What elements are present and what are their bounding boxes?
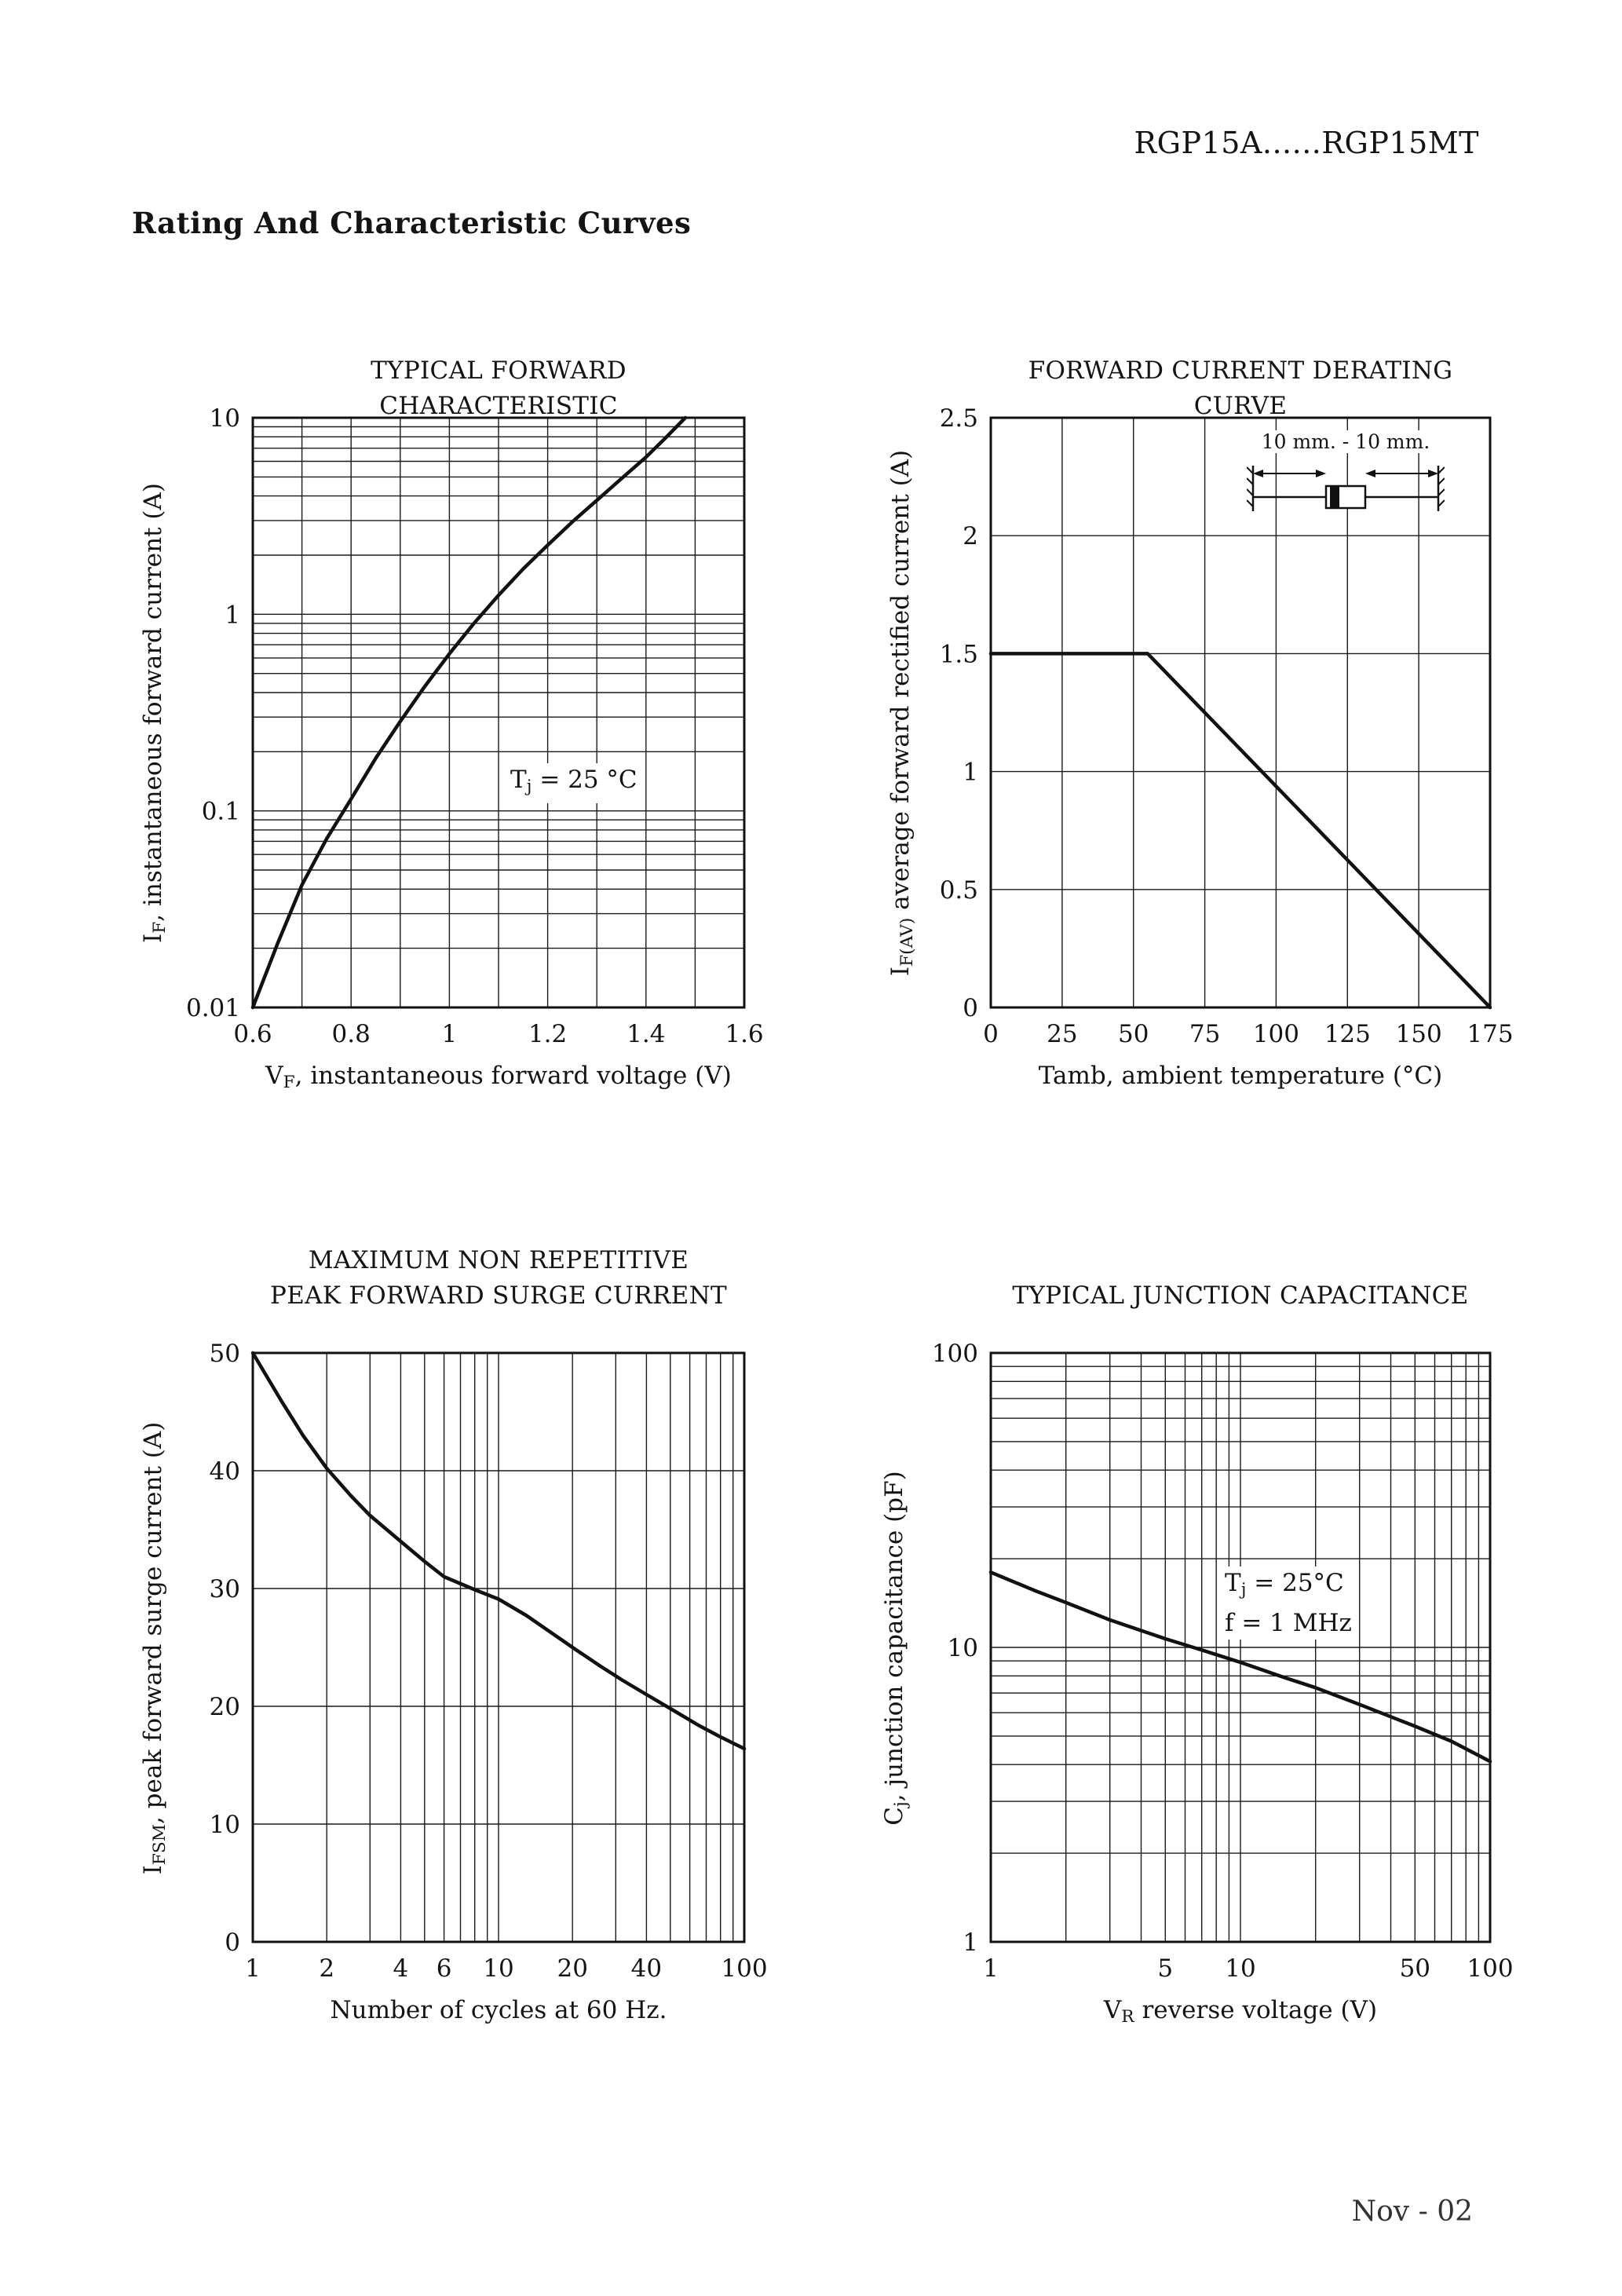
chart1-title: TYPICAL FORWARD CHARACTERISTIC xyxy=(371,356,627,420)
y-tick-label: 1 xyxy=(963,1929,978,1957)
revision-date: Nov - 02 xyxy=(1351,2195,1473,2228)
y-tick-label: 1 xyxy=(963,759,978,787)
chart1-y-axis-label: IF, instantaneous forward current (A) xyxy=(139,483,170,944)
data-curve xyxy=(250,415,688,1010)
chart2-x-axis-label: Tamb, ambient temperature (°C) xyxy=(1038,1062,1443,1090)
forward-characteristic-chart: 0.6 0.8 1 1.2 1.4 1.6 0.01 0.1 1 10 xyxy=(186,404,764,1048)
x-tick-label: 5 xyxy=(1157,1954,1173,1983)
lead-length-label: 10 mm. - 10 mm. xyxy=(1258,430,1434,453)
data-curve xyxy=(250,1351,747,1751)
x-tick-label: 10 xyxy=(483,1954,513,1983)
x-tick-label: 40 xyxy=(631,1954,662,1983)
y-tick-label: 1 xyxy=(225,601,240,629)
x-tick-label: 1.4 xyxy=(627,1020,665,1048)
plot-frame xyxy=(251,1351,746,1943)
junction-capacitance-chart: 1 5 10 50 100 1 10 100 xyxy=(932,1340,1514,1983)
x-tick-label: 0 xyxy=(983,1020,999,1048)
y-tick-label: 1.5 xyxy=(940,640,978,668)
right-dimension-arrow xyxy=(1365,470,1438,477)
derating-curve-chart: 0 25 50 75 100 125 150 175 0 0.5 1 1.5 2 2.5 xyxy=(940,404,1514,1048)
y-tick-label: 0.5 xyxy=(940,876,978,905)
x-tick-label: 1 xyxy=(245,1954,261,1983)
y-tick-label: 0.01 xyxy=(186,994,240,1022)
chart3-title: MAXIMUM NON REPETITIVE PEAK FORWARD SURG… xyxy=(253,1243,744,1314)
chart2-title: FORWARD CURRENT DERATING CURVE xyxy=(1028,356,1453,420)
page-title: Rating And Characteristic Curves xyxy=(132,206,692,240)
y-tick-label: 100 xyxy=(932,1340,978,1368)
plot-frame xyxy=(989,1351,1492,1943)
x-tick-label: 100 xyxy=(1467,1954,1513,1983)
x-tick-label: 100 xyxy=(1253,1020,1299,1048)
chart2-y-axis-label: IF(AV) average forward rectified current… xyxy=(886,449,917,977)
plot-frame xyxy=(989,416,1492,1009)
x-tick-label: 25 xyxy=(1047,1020,1077,1048)
x-tick-label: 4 xyxy=(393,1954,409,1983)
right-mount-hatch xyxy=(1437,466,1445,511)
y-tick-label: 0 xyxy=(225,1929,240,1957)
x-tick-label: 20 xyxy=(557,1954,587,1983)
x-tick-label: 125 xyxy=(1324,1020,1371,1048)
x-tick-label: 50 xyxy=(1118,1020,1149,1048)
surge-current-chart: 1 2 4 6 10 20 40 100 0 10 20 30 40 50 xyxy=(210,1340,768,1983)
y-tick-label: 10 xyxy=(210,1811,240,1839)
y-tick-label: 20 xyxy=(210,1693,240,1721)
y-tick-label: 10 xyxy=(210,404,240,433)
chart1-x-axis-label: VF, instantaneous forward voltage (V) xyxy=(265,1062,732,1092)
y-tick-label: 0.1 xyxy=(202,798,240,826)
chart4-temperature-line: Tj = 25°C xyxy=(1225,1569,1344,1600)
x-tick-label: 0.6 xyxy=(233,1020,272,1048)
chart1-temperature-annotation: Tj = 25 °C xyxy=(504,763,644,803)
left-mount-hatch xyxy=(1247,466,1255,511)
lead-mount-inset: 10 mm. - 10 mm. xyxy=(1247,430,1445,517)
x-tick-label: 1 xyxy=(983,1954,999,1983)
x-tick-label: 75 xyxy=(1189,1020,1220,1048)
y-tick-label: 30 xyxy=(210,1575,240,1603)
chart3-x-axis-label: Number of cycles at 60 Hz. xyxy=(330,1996,667,2024)
x-tick-label: 2 xyxy=(319,1954,334,1983)
y-tick-label: 0 xyxy=(963,994,978,1022)
data-curve xyxy=(988,1570,1492,1764)
y-tick-label: 50 xyxy=(210,1340,240,1368)
chart3-y-axis-label: IFSM, peak forward surge current (A) xyxy=(139,1421,170,1875)
x-tick-label: 1 xyxy=(442,1020,458,1048)
y-tick-label: 40 xyxy=(210,1457,240,1486)
lead-mount-diagram xyxy=(1247,466,1445,511)
chart4-frequency-line: f = 1 MHz xyxy=(1225,1608,1352,1637)
y-tick-label: 2 xyxy=(963,522,978,550)
x-tick-label: 1.2 xyxy=(528,1020,567,1048)
part-number-header: RGP15A......RGP15MT xyxy=(1134,126,1479,160)
cathode-band xyxy=(1330,486,1339,508)
x-tick-label: 10 xyxy=(1225,1954,1255,1983)
x-tick-label: 0.8 xyxy=(332,1020,371,1048)
y-tick-label: 10 xyxy=(948,1634,978,1662)
chart4-conditions-annotation: Tj = 25°C f = 1 MHz xyxy=(1218,1567,1358,1640)
x-tick-label: 1.6 xyxy=(725,1020,763,1048)
chart4-y-axis-label: Cj, junction capacitance (pF) xyxy=(880,1471,911,1826)
y-tick-label: 2.5 xyxy=(940,404,978,433)
x-tick-label: 50 xyxy=(1400,1954,1430,1983)
x-tick-label: 175 xyxy=(1467,1020,1513,1048)
x-tick-label: 6 xyxy=(437,1954,452,1983)
chart4-title: TYPICAL JUNCTION CAPACITANCE xyxy=(1012,1281,1469,1310)
chart4-x-axis-label: VR reverse voltage (V) xyxy=(1103,1996,1378,2027)
chart3-title-line1: MAXIMUM NON REPETITIVE xyxy=(308,1246,689,1274)
x-tick-label: 150 xyxy=(1396,1020,1442,1048)
chart3-title-line2: PEAK FORWARD SURGE CURRENT xyxy=(270,1281,727,1310)
left-dimension-arrow xyxy=(1253,470,1326,477)
x-tick-label: 100 xyxy=(721,1954,767,1983)
plot-frame xyxy=(251,416,746,1009)
data-curve xyxy=(988,652,1492,1010)
